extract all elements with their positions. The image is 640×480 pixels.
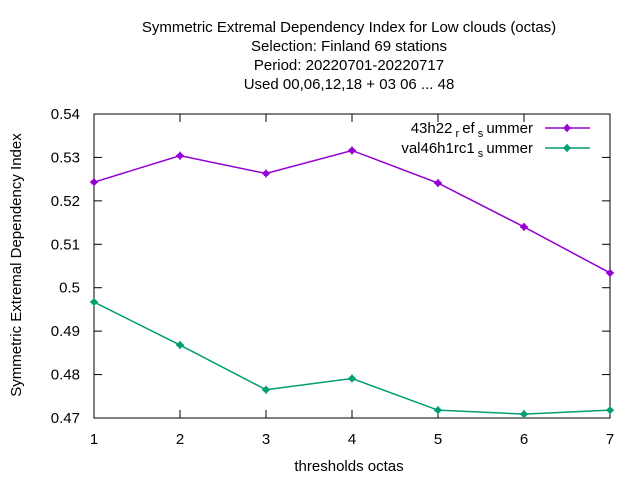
data-point: [606, 268, 614, 277]
data-point: [434, 179, 442, 188]
series-line: [93, 149, 611, 274]
series-2: [90, 298, 614, 419]
title-line-2: Selection: Finland 69 stations: [251, 38, 447, 55]
data-point: [176, 151, 184, 160]
data-point: [520, 222, 528, 231]
plot-axes: [93, 113, 611, 419]
data-point: [262, 169, 270, 178]
y-tick-label: 0.53: [51, 149, 80, 166]
x-tick-label: 5: [434, 431, 442, 448]
data-point: [520, 410, 528, 419]
y-tick-label: 0.48: [51, 367, 80, 384]
data-point: [262, 385, 270, 394]
plot-frame: [93, 113, 611, 419]
x-tick-label: 2: [176, 431, 184, 448]
chart-title: Symmetric Extremal Dependency Index for …: [142, 19, 556, 93]
legend-swatch-marker: [563, 144, 571, 152]
x-tick-label: 4: [348, 431, 356, 448]
legend-entry-1: 43h22 r ef s ummer: [411, 120, 590, 140]
data-point: [90, 298, 98, 307]
x-tick-label: 6: [520, 431, 528, 448]
x-axis-label: thresholds octas: [294, 458, 403, 475]
legend-swatch-marker: [563, 124, 571, 132]
y-tick-label: 0.47: [51, 410, 80, 427]
title-line-3: Period: 20220701-20220717: [254, 57, 444, 74]
data-point: [606, 406, 614, 415]
data-point: [176, 341, 184, 350]
y-tick-label: 0.52: [51, 193, 80, 210]
legend-label: val46h1rc1 s ummer: [401, 140, 533, 160]
y-tick-label: 0.51: [51, 236, 80, 253]
y-axis-ticks: 0.47 0.48 0.49 0.5 0.51 0.52 0.53 0.54: [51, 106, 610, 427]
series-layer: [90, 146, 614, 419]
y-axis-label: Symmetric Extremal Dependency Index: [8, 133, 25, 397]
y-tick-label: 0.54: [51, 106, 80, 123]
data-point: [434, 406, 442, 415]
data-point: [348, 146, 356, 155]
title-line-1: Symmetric Extremal Dependency Index for …: [142, 19, 556, 36]
x-axis-ticks: 1 2 3 4 5 6 7: [90, 114, 614, 448]
legend-label: 43h22 r ef s ummer: [411, 120, 533, 140]
y-tick-label: 0.5: [59, 280, 80, 297]
series-1: [90, 146, 614, 277]
series-line: [93, 301, 611, 415]
y-tick-label: 0.49: [51, 323, 80, 340]
x-tick-label: 7: [606, 431, 614, 448]
x-tick-label: 3: [262, 431, 270, 448]
data-point: [90, 178, 98, 187]
title-line-4: Used 00,06,12,18 + 03 06 ... 48: [244, 76, 455, 93]
x-tick-label: 1: [90, 431, 98, 448]
data-point: [348, 374, 356, 383]
legend-entry-2: val46h1rc1 s ummer: [401, 140, 590, 160]
